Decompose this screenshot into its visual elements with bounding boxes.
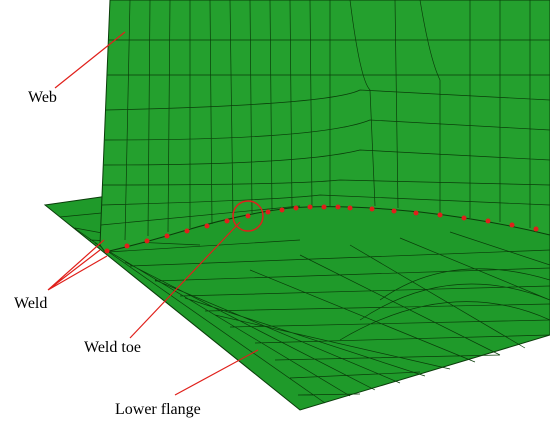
weld-points xyxy=(104,204,539,254)
lower-flange-plate xyxy=(43,195,550,411)
leader-lines xyxy=(47,31,259,396)
weld-toe-highlight xyxy=(232,200,264,232)
weld-label: Weld xyxy=(14,295,47,312)
web-label: Web xyxy=(28,89,57,106)
lower-flange-label: Lower flange xyxy=(115,401,201,418)
web-plate xyxy=(99,0,550,253)
weld-toe-label: Weld toe xyxy=(84,339,141,356)
